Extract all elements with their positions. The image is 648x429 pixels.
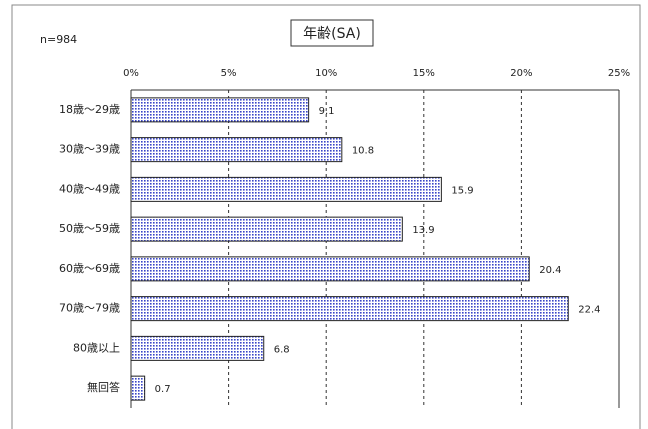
x-tick-label: 25% [608, 68, 630, 79]
y-tick-label: 50歳～59歳 [59, 222, 120, 235]
value-label: 15.9 [451, 185, 473, 196]
value-label: 22.4 [578, 305, 600, 316]
y-tick-label: 40歳～49歳 [59, 182, 120, 195]
y-tick-label: 70歳～79歳 [59, 302, 120, 315]
bar [130, 216, 403, 242]
x-tick-label: 0% [123, 68, 139, 79]
y-tick-label: 30歳～39歳 [59, 143, 120, 156]
y-tick-label: 無回答 [87, 380, 120, 394]
value-label: 0.7 [155, 384, 171, 395]
value-label: 9.1 [319, 106, 335, 117]
y-tick-label: 60歳～69歳 [59, 262, 120, 275]
x-tick-label: 20% [510, 68, 532, 79]
y-tick-label: 18歳～29歳 [59, 103, 120, 116]
x-tick-label: 15% [413, 68, 435, 79]
bar [130, 335, 265, 361]
bar [130, 256, 530, 282]
value-label: 20.4 [539, 265, 561, 276]
bar [130, 296, 569, 322]
outer-frame [11, 4, 641, 429]
bar [130, 375, 146, 401]
value-label: 10.8 [352, 146, 374, 157]
x-tick-label: 5% [221, 68, 237, 79]
x-tick-label: 10% [315, 68, 337, 79]
y-tick-label: 80歳以上 [73, 341, 120, 354]
chart-title: 年齢(SA) [303, 26, 361, 42]
value-label: 13.9 [412, 225, 434, 236]
note: n=984 [40, 33, 77, 46]
value-label: 6.8 [274, 344, 290, 355]
bar [130, 176, 442, 202]
bar [130, 97, 310, 123]
title-box [290, 19, 374, 47]
bar [130, 137, 343, 163]
